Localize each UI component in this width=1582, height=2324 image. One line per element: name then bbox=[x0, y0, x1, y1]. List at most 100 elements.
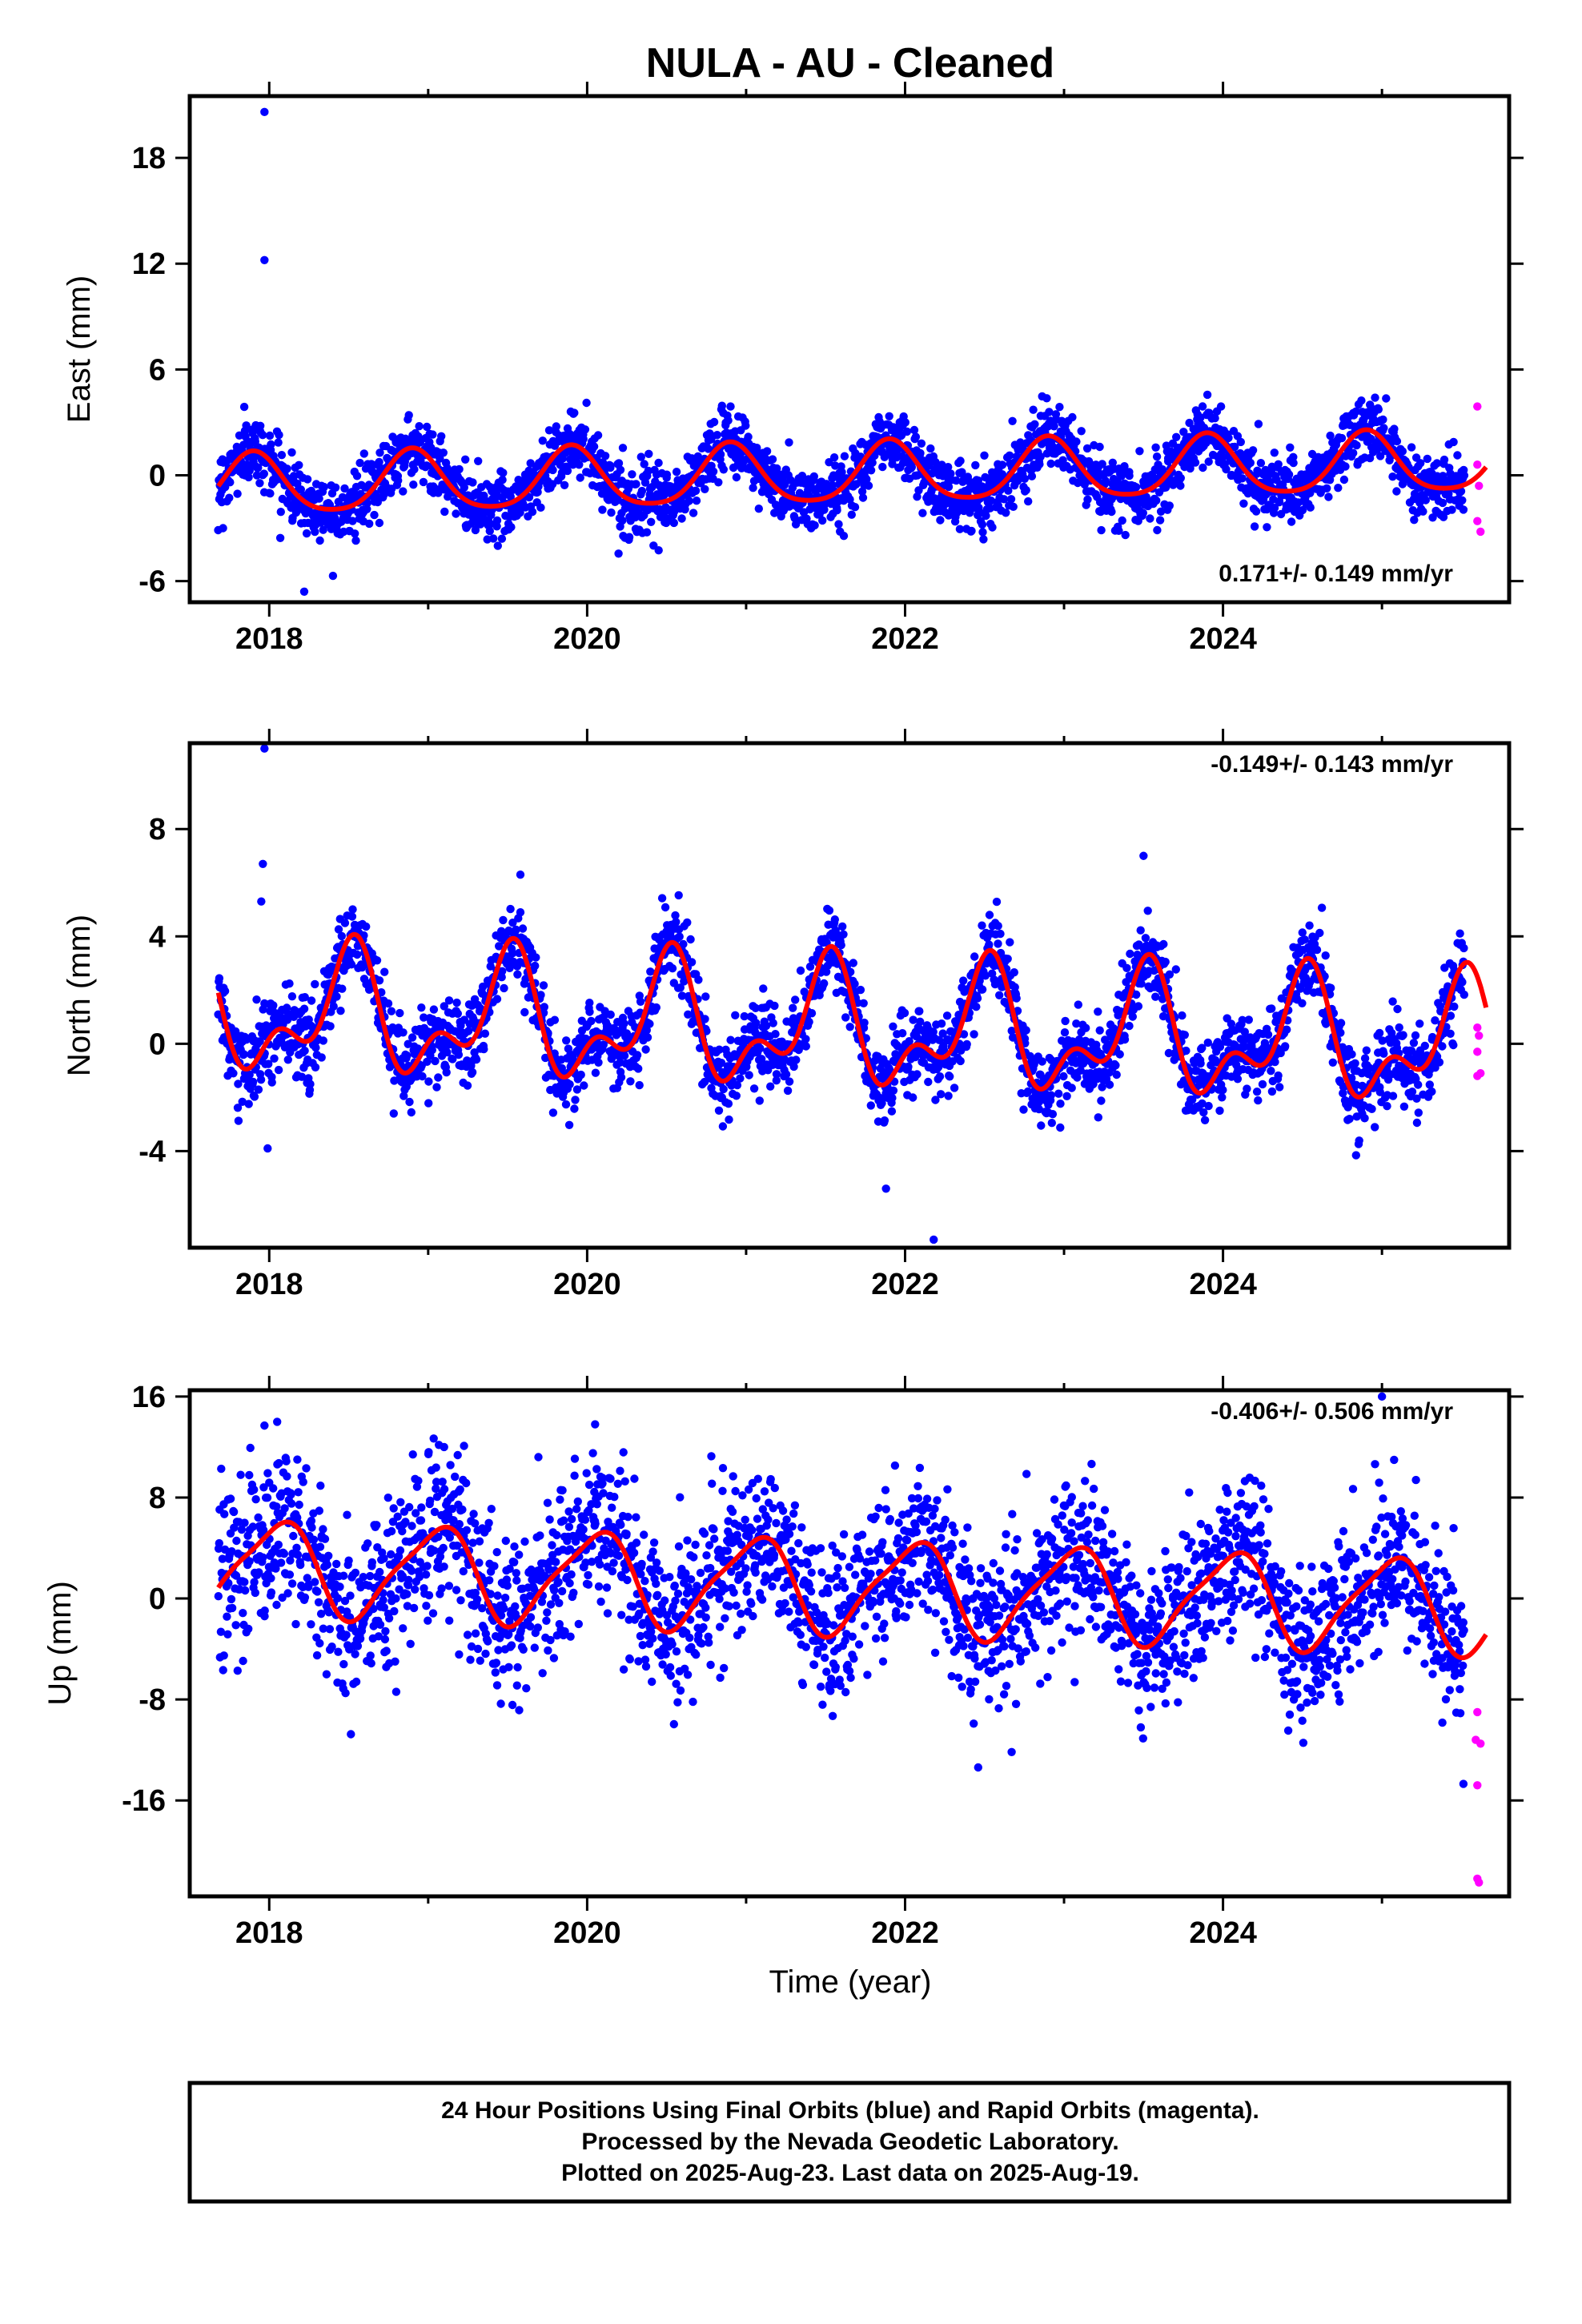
final-point bbox=[915, 1007, 924, 1015]
final-point bbox=[565, 1080, 574, 1089]
final-point bbox=[387, 1007, 396, 1015]
final-point bbox=[789, 1003, 797, 1012]
final-point bbox=[591, 1068, 600, 1077]
final-point bbox=[1334, 484, 1343, 493]
final-point bbox=[956, 1056, 965, 1066]
final-point bbox=[850, 979, 859, 988]
final-point bbox=[762, 447, 772, 456]
final-point bbox=[1341, 462, 1350, 471]
final-point bbox=[913, 493, 921, 501]
final-point bbox=[419, 477, 428, 487]
final-point bbox=[531, 961, 540, 971]
final-point bbox=[820, 505, 829, 514]
final-point bbox=[434, 489, 443, 497]
final-point bbox=[805, 1017, 813, 1027]
final-point bbox=[985, 911, 994, 919]
final-point bbox=[1224, 433, 1233, 442]
final-point bbox=[417, 1003, 426, 1012]
final-point bbox=[634, 1064, 643, 1073]
final-point bbox=[955, 525, 965, 533]
final-point bbox=[642, 528, 652, 537]
final-point bbox=[296, 485, 305, 494]
final-point bbox=[632, 1051, 642, 1059]
final-point bbox=[616, 1073, 626, 1082]
final-point bbox=[911, 432, 921, 441]
final-point bbox=[618, 444, 628, 452]
final-point bbox=[1006, 938, 1014, 947]
final-point bbox=[1263, 523, 1271, 532]
final-point bbox=[409, 480, 418, 489]
final-point bbox=[274, 438, 283, 447]
final-point bbox=[909, 425, 919, 435]
final-point bbox=[1239, 499, 1248, 508]
final-point bbox=[1159, 939, 1168, 949]
final-point bbox=[1037, 1121, 1046, 1130]
final-point bbox=[497, 973, 506, 982]
final-point bbox=[238, 1097, 247, 1107]
final-point bbox=[351, 536, 360, 545]
final-point bbox=[732, 472, 741, 482]
final-point bbox=[1392, 436, 1402, 446]
final-point bbox=[365, 519, 374, 529]
final-point bbox=[1351, 407, 1360, 416]
final-point bbox=[918, 509, 927, 517]
final-point bbox=[1211, 414, 1219, 423]
final-point bbox=[1423, 454, 1432, 464]
final-point bbox=[277, 451, 287, 460]
final-point bbox=[1453, 451, 1462, 460]
final-point bbox=[956, 456, 965, 465]
final-point bbox=[1180, 1031, 1190, 1039]
final-point bbox=[683, 918, 692, 927]
final-point bbox=[1421, 496, 1431, 505]
final-point bbox=[889, 1022, 897, 1031]
final-point bbox=[1082, 444, 1092, 453]
final-point bbox=[229, 1069, 238, 1078]
final-point bbox=[726, 1035, 735, 1044]
final-point bbox=[717, 1059, 726, 1068]
final-point bbox=[801, 1042, 810, 1051]
final-point bbox=[1305, 921, 1314, 930]
final-point bbox=[1315, 928, 1324, 938]
final-point bbox=[1152, 452, 1162, 461]
final-point bbox=[624, 533, 634, 541]
y-tick-label: 12 bbox=[132, 247, 166, 281]
final-point bbox=[672, 468, 681, 476]
final-point bbox=[452, 998, 461, 1007]
final-point bbox=[478, 982, 488, 991]
final-point bbox=[492, 489, 501, 498]
final-point bbox=[1267, 1004, 1276, 1013]
final-point bbox=[719, 1084, 728, 1094]
final-point bbox=[1233, 1075, 1243, 1084]
final-point bbox=[1172, 432, 1181, 441]
final-point bbox=[220, 987, 230, 995]
final-point bbox=[1126, 949, 1134, 959]
final-point bbox=[1419, 507, 1427, 516]
final-point bbox=[1178, 1011, 1186, 1020]
final-point bbox=[453, 1009, 462, 1019]
final-point bbox=[455, 464, 464, 474]
final-point bbox=[759, 984, 768, 993]
final-point bbox=[548, 1108, 558, 1117]
final-point bbox=[1048, 1110, 1058, 1119]
final-point bbox=[731, 1011, 740, 1020]
final-point bbox=[741, 421, 750, 430]
final-point bbox=[1382, 394, 1391, 403]
final-point bbox=[628, 470, 636, 479]
x-tick-label: 2022 bbox=[871, 622, 939, 656]
final-point bbox=[306, 1080, 315, 1088]
rate-label: 0.171+/- 0.149 mm/yr bbox=[1219, 561, 1453, 587]
final-point bbox=[885, 412, 893, 420]
final-point bbox=[684, 1010, 693, 1019]
final-point bbox=[269, 1001, 278, 1010]
final-point bbox=[687, 958, 697, 967]
final-point bbox=[375, 457, 383, 467]
final-point bbox=[266, 489, 275, 498]
final-point bbox=[311, 1043, 320, 1052]
final-point bbox=[1077, 427, 1086, 436]
final-point bbox=[1306, 503, 1315, 512]
final-point bbox=[606, 1010, 615, 1019]
x-tick-label: 2024 bbox=[1189, 622, 1257, 656]
final-point bbox=[1298, 999, 1307, 1008]
final-point bbox=[840, 452, 849, 460]
final-point bbox=[292, 506, 302, 515]
